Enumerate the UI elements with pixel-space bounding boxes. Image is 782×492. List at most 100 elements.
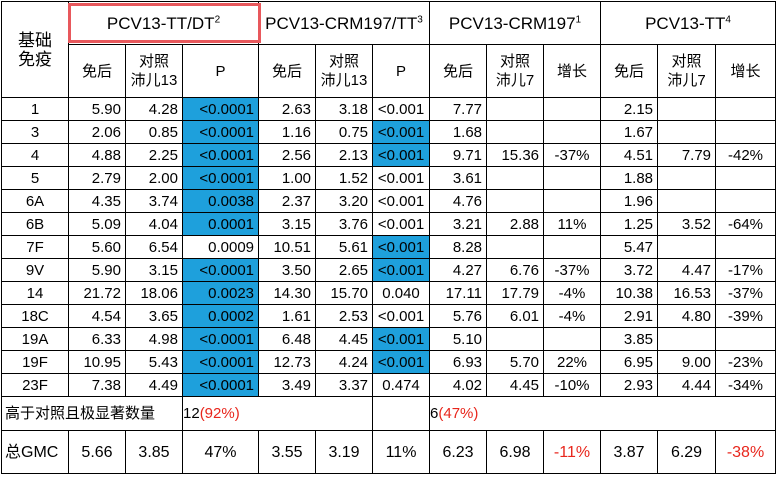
g3-post-cell: 17.11 [429,281,488,305]
g2-p-cell: 0.040 [372,281,431,305]
g4-growth-cell [715,120,777,144]
g2-p-cell: <0.001 [372,120,431,144]
g2-control-cell: 0.75 [315,120,374,144]
g2-control-cell: 15.70 [315,281,374,305]
g1-p-cell: <0.0001 [181,120,260,144]
g4-control-cell [657,327,717,351]
g4-growth-cell: -64% [715,212,777,236]
g4-post-cell: 1.88 [600,166,659,190]
g3-growth-cell [543,166,602,190]
table-row: 19A 6.33 4.98 <0.0001 6.48 4.45 <0.001 5.10 3.85 [1,327,777,351]
g4-post-cell: 4.51 [600,143,659,167]
gmc-g4-control-cell: 6.29 [657,430,717,474]
gmc-g1-post-cell: 5.66 [68,430,126,474]
g2-control-cell: 4.24 [315,350,374,374]
gmc-g4-growth-cell: -38% [715,430,777,474]
control7-header: 对照 沛儿7 [657,44,717,98]
g3-control-cell: 17.79 [486,281,545,305]
summary-g2: 6(47%) [429,396,777,431]
g3-control-cell [486,97,545,121]
g2-p-cell: <0.001 [372,327,431,351]
g3-control-cell: 6.01 [486,304,545,328]
g4-control-cell [657,97,717,121]
g3-post-cell: 5.10 [429,327,488,351]
g1-post-cell: 7.38 [68,373,126,397]
g4-growth-cell: -23% [715,350,777,374]
g2-p-cell: <0.001 [372,212,431,236]
g1-p-cell: <0.0001 [181,373,260,397]
g2-control-cell: 5.61 [315,235,374,259]
g2-post-cell: 2.63 [258,97,317,121]
g4-growth-cell: -34% [715,373,777,397]
g2-p-cell: <0.001 [372,258,431,282]
g1-post-cell: 6.33 [68,327,126,351]
g4-post-cell: 2.93 [600,373,659,397]
g4-post-cell: 10.38 [600,281,659,305]
g2-post-cell: 2.37 [258,189,317,213]
g1-control-cell: 0.85 [125,120,183,144]
g1-p-cell: <0.0001 [181,350,260,374]
post-header: 免后 [68,44,126,98]
p-header: P [181,44,260,98]
column-header-row: 免后 对照 沛儿13 P 免后 对照 沛儿13 P 免后 对照 沛儿7 增长 免后 对… [2,44,777,98]
g4-growth-cell: -17% [715,258,777,282]
g1-p-cell: <0.0001 [181,97,260,121]
g4-post-cell: 1.25 [600,212,659,236]
table-row: 4 4.88 2.25 <0.0001 2.56 2.13 <0.001 9.71 15.36-… [1,143,777,167]
g4-growth-cell [715,189,777,213]
g3-control-cell [486,120,545,144]
serotype-cell: 23F [1,373,69,397]
g1-p-cell: 0.0038 [181,189,260,213]
g1-post-cell: 10.95 [68,350,126,374]
g3-control-cell [486,189,545,213]
g2-post-cell: 14.30 [258,281,317,305]
gmc-g3-post-cell: 6.23 [429,430,488,474]
g1-control-cell: 3.74 [125,189,183,213]
g1-control-cell: 4.28 [125,97,183,121]
group-header-row: 基础 免疫 PCV13-TT/DT2 PCV13-CRM197/TT3 PCV13… [1,1,777,98]
control13-header: 对照 沛儿13 [125,44,183,98]
serotype-cell: 1 [1,97,69,121]
g2-control-cell: 2.53 [315,304,374,328]
table-row: 9V 5.90 3.15 <0.0001 3.50 2.65 <0.001 4.27 6.76-… [1,258,777,282]
g3-growth-cell: 22% [543,350,602,374]
g4-control-cell [657,166,717,190]
g4-growth-cell [715,97,777,121]
g2-post-cell: 1.00 [258,166,317,190]
g1-post-cell: 5.60 [68,235,126,259]
gmc-g2-post-cell: 3.55 [258,430,317,474]
g3-growth-cell: -4% [543,281,602,305]
g1-control-cell: 5.43 [125,350,183,374]
serotype-cell: 6A [1,189,69,213]
g3-control-cell: 4.45 [486,373,545,397]
g3-post-cell: 6.93 [429,350,488,374]
gmc-g2-control-cell: 3.19 [315,430,374,474]
g2-post-cell: 12.73 [258,350,317,374]
g4-growth-cell [715,327,777,351]
g3-growth-cell: -37% [543,143,602,167]
g4-post-cell: 5.47 [600,235,659,259]
g3-control-cell [486,166,545,190]
g1-control-cell: 4.04 [125,212,183,236]
serotype-cell: 7F [1,235,69,259]
g2-p-cell: <0.001 [372,350,431,374]
g1-control-cell: 4.49 [125,373,183,397]
g3-control-cell: 6.76 [486,258,545,282]
growth-header: 增长 [543,44,602,98]
g3-post-cell: 9.71 [429,143,488,167]
g3-post-cell: 4.02 [429,373,488,397]
table-row: 3 2.06 0.85 <0.0001 1.16 0.75 <0.001 1.68 1.67 [1,120,777,144]
g1-control-cell: 4.98 [125,327,183,351]
g1-post-cell: 2.06 [68,120,126,144]
g3-post-cell: 4.76 [429,189,488,213]
g4-control-cell: 16.53 [657,281,717,305]
g3-control-cell [486,235,545,259]
summary-row: 高于对照且极显著数量 12(92%) 6(47%) [1,396,777,431]
table-row: 19F 10.95 5.43 <0.0001 12.73 4.24 <0.001 6.93 5.… [1,350,777,374]
summary-empty [372,396,431,431]
gmc-g3-control-cell: 6.98 [486,430,545,474]
g2-p-cell: 0.474 [372,373,431,397]
g4-control-cell [657,189,717,213]
g3-growth-cell: -37% [543,258,602,282]
p-header: P [372,44,431,98]
